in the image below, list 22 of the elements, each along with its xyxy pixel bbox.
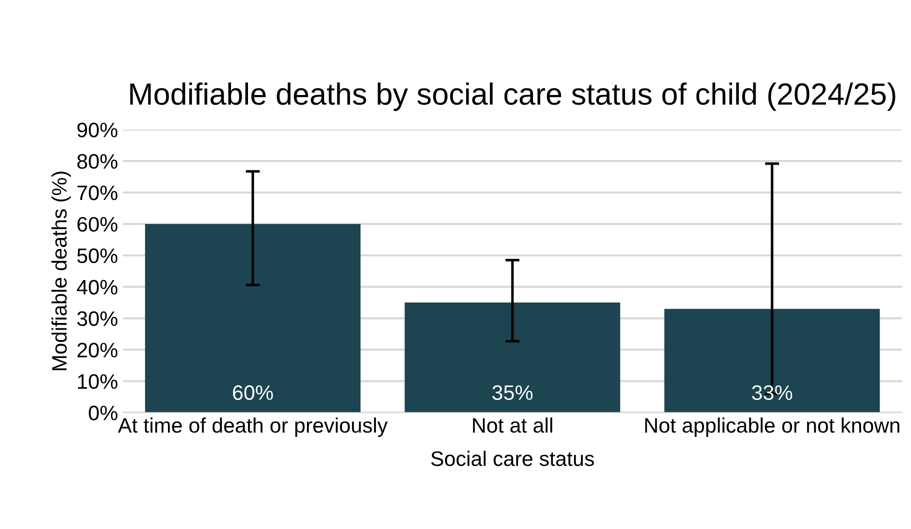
y-tick-label: 70% xyxy=(77,186,118,200)
y-tick-label: 50% xyxy=(77,248,118,264)
bar xyxy=(664,308,880,413)
bar xyxy=(404,302,620,413)
x-tick-label: At time of death or previously xyxy=(118,417,388,437)
chart-title: Modifiable deaths by social care status of child (2024/25) xyxy=(130,82,896,111)
x-axis-title: Social care status xyxy=(431,450,594,466)
y-tick-label: 30% xyxy=(77,311,118,326)
x-tick-label: Not at all xyxy=(473,417,552,433)
y-tick-label: 80% xyxy=(77,154,118,169)
y-tick-label: 40% xyxy=(76,280,118,295)
data-label: 35% xyxy=(492,385,533,400)
x-tick-label: Not applicable or not known xyxy=(645,417,900,437)
y-tick-label: 10% xyxy=(78,374,118,389)
y-tick-label: 20% xyxy=(77,342,118,358)
y-tick-label: 0% xyxy=(88,406,118,420)
y-tick-label: 90% xyxy=(77,122,118,138)
y-tick-label: 60% xyxy=(77,216,118,232)
data-label: 60% xyxy=(233,385,273,400)
data-label: 33% xyxy=(752,385,792,400)
bar xyxy=(145,224,361,413)
y-axis-title: Modifiable deaths (%) xyxy=(51,172,71,370)
